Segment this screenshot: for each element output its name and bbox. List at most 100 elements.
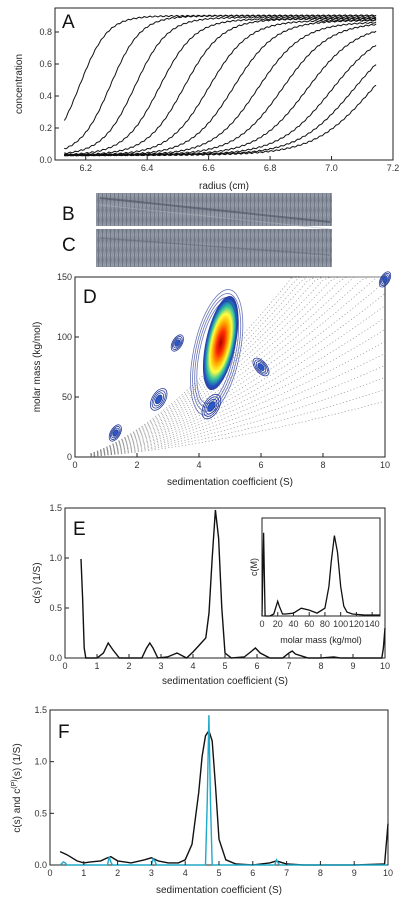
panel-a-scan-5 xyxy=(63,17,377,156)
panel-e-inset-x-ticks: 0 20 40 60 80 100 120 140 xyxy=(259,612,380,629)
panel-d-minor-peak-contour xyxy=(207,401,216,412)
panel-e-x-tick-label: 4 xyxy=(190,661,195,671)
panel-a-letter: A xyxy=(62,12,75,33)
panel-e-y-label: c(s) (1/S) xyxy=(32,562,43,603)
panel-d-grid-line xyxy=(90,317,386,456)
panel-e-y-ticks: 0.0 0.5 1.0 1.5 xyxy=(49,503,69,663)
panel-a-scan-11 xyxy=(63,44,377,157)
panel-c-diagonal-band xyxy=(99,237,331,256)
panel-d: 0 2 4 6 8 10 0 50 100 150 D sedimentation coeffi… xyxy=(32,271,392,488)
panel-d-grid-line xyxy=(90,276,385,455)
panel-d-grid-line xyxy=(90,400,386,457)
panel-a-scan-4 xyxy=(64,17,377,156)
panel-d-grid-line xyxy=(90,276,385,455)
panel-a-y-ticks: 0.0 0.2 0.4 0.6 0.8 xyxy=(39,27,59,165)
panel-d-minor-peak-contour xyxy=(174,339,181,347)
panel-d-minor-peak-contour xyxy=(153,392,165,407)
panel-a-scan-7 xyxy=(63,19,377,157)
panel-a-x-tick-label: 6.8 xyxy=(264,163,277,173)
panel-f-x-tick-label: 5 xyxy=(216,868,221,878)
panel-d-main-peak-contour xyxy=(194,297,239,408)
panel-a-scan-9 xyxy=(64,23,377,157)
panel-e-x-tick-label: 0 xyxy=(62,661,67,671)
panel-f-x-tick-label: 4 xyxy=(183,868,188,878)
panel-d-grid-line xyxy=(90,377,386,457)
panel-e-inset-x-tick-label: 60 xyxy=(304,619,314,629)
panel-f-axes-frame xyxy=(49,709,389,866)
panel-d-grid-line xyxy=(90,293,386,456)
panel-d-y-tick-label: 100 xyxy=(57,332,72,342)
panel-f-y-label-main: c(s) and c xyxy=(12,789,23,833)
panel-e-x-tick-label: 3 xyxy=(158,661,163,671)
panel-d-minor-peak-contour xyxy=(257,363,265,371)
panel-d-grid-line xyxy=(90,305,386,456)
panel-e-inset-x-tick-label: 40 xyxy=(288,619,298,629)
panel-e-x-tick-label: 7 xyxy=(286,661,291,671)
panel-d-grid-line xyxy=(90,329,386,456)
panel-f: 0 1 2 3 4 5 6 7 8 9 10 0.0 0.5 1.0 1.5 F sedimentatio… xyxy=(11,705,393,896)
panel-d-main-peak xyxy=(202,295,239,391)
panel-b-diagonal-band-light xyxy=(99,204,331,230)
panel-a-scan-10 xyxy=(63,30,377,157)
panel-d-y-tick-label: 50 xyxy=(62,392,72,402)
panel-d-minor-peak-contour xyxy=(173,337,182,349)
panel-d-minor-peak-contour xyxy=(111,427,120,439)
panel-f-y-tick-label: 0.5 xyxy=(34,808,47,818)
panel-f-x-label: sedimentation coefficient (S) xyxy=(156,885,282,896)
panel-d-grid-line xyxy=(90,276,385,455)
panel-d-x-ticks: 0 2 4 6 8 10 xyxy=(72,453,390,470)
panel-d-minor-peak-contour xyxy=(378,271,392,288)
panel-a-scan-13 xyxy=(64,84,377,157)
panel-e-x-tick-label: 2 xyxy=(126,661,131,671)
panel-f-x-ticks: 0 1 2 3 4 5 6 7 8 9 10 xyxy=(47,861,393,878)
panel-a-x-tick-label: 6.6 xyxy=(202,163,215,173)
panel-f-x-tick-label: 1 xyxy=(81,868,86,878)
panel-d-grid-line xyxy=(90,276,385,456)
panel-d-grid-line xyxy=(90,276,385,456)
panel-b-letter: B xyxy=(62,204,75,225)
panel-f-x-tick-label: 0 xyxy=(47,868,52,878)
panel-d-x-label: sedimentation coefficient (S) xyxy=(167,477,293,488)
panel-f-x-tick-label: 8 xyxy=(318,868,323,878)
panel-d-minor-peak-contour xyxy=(171,336,183,350)
panel-d-dotted-grid xyxy=(90,276,386,457)
panel-f-y-label: c(s) and c(P)(s) (1/S) xyxy=(11,743,23,832)
panel-e-inset-x-tick-label: 80 xyxy=(320,619,330,629)
panel-a-axes-frame xyxy=(54,7,394,161)
panel-a-x-tick-label: 6.2 xyxy=(79,163,92,173)
panel-d-y-label: molar mass (kg/mol) xyxy=(32,322,43,413)
panel-d-x-tick-label: 8 xyxy=(320,460,325,470)
panel-d-letter: D xyxy=(83,287,97,308)
panel-d-y-tick-label: 0 xyxy=(67,452,72,462)
panel-a-series-group xyxy=(63,14,377,157)
panel-d-minor-peak-contour xyxy=(254,359,268,375)
panel-e-inset-cm-series xyxy=(261,532,380,617)
panel-d-grid-line xyxy=(90,365,386,457)
panel-d-minor-peak-contour xyxy=(201,393,222,420)
panel-d-minor-peak-contour xyxy=(203,396,220,417)
panel-a-y-tick-label: 0.8 xyxy=(39,27,52,37)
panel-a-x-tick-label: 6.4 xyxy=(141,163,154,173)
panel-d-minor-peak-contour xyxy=(380,272,390,286)
panel-d-y-tick-label: 150 xyxy=(57,272,72,282)
panel-a-x-ticks: 6.2 6.4 6.6 6.8 7.0 7.2 xyxy=(79,156,399,173)
panel-d-y-ticks: 0 50 100 150 xyxy=(57,272,79,462)
panel-d-minor-peak-contour xyxy=(252,357,270,377)
panel-d-grid-line xyxy=(90,341,386,456)
panel-e-x-tick-label: 9 xyxy=(350,661,355,671)
panel-d-contour-group xyxy=(108,271,392,442)
panel-e-letter: E xyxy=(73,519,86,540)
panel-a-x-tick-label: 7.0 xyxy=(325,163,338,173)
panel-d-minor-peak-contour xyxy=(109,426,121,440)
panel-f-y-label-tail: (s) (1/S) xyxy=(12,743,23,779)
panel-f-y-tick-label: 1.0 xyxy=(34,757,47,767)
panel-e-inset-frame xyxy=(261,517,381,617)
panel-e-cs-series xyxy=(80,509,386,659)
panel-e-x-tick-label: 1 xyxy=(94,661,99,671)
panel-f-y-tick-label: 0.0 xyxy=(34,860,47,870)
panel-f-x-tick-label: 10 xyxy=(383,868,393,878)
panel-f-x-tick-label: 6 xyxy=(250,868,255,878)
panel-d-x-tick-label: 4 xyxy=(196,460,201,470)
panel-f-x-tick-label: 3 xyxy=(149,868,154,878)
panel-a-scan-3 xyxy=(64,15,377,155)
